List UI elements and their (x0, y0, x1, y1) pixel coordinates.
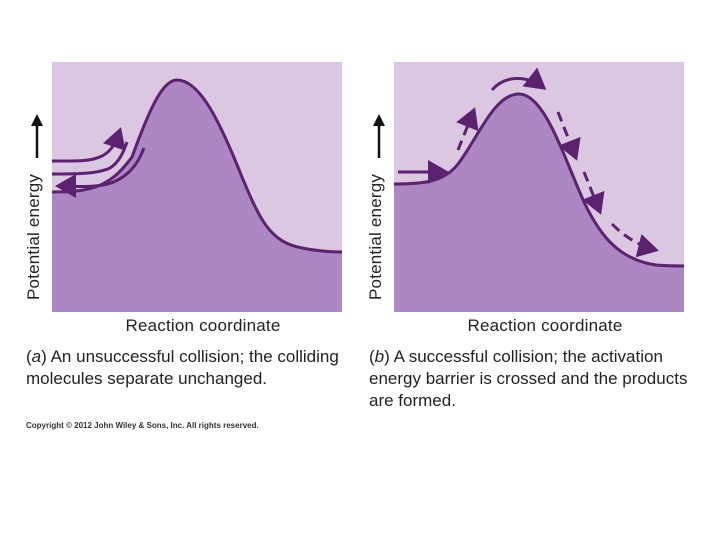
x-axis-label: Reaction coordinate (467, 316, 623, 335)
y-axis-up-arrow-icon (373, 114, 385, 158)
approach-arrow-up (52, 127, 126, 163)
caption-text: A successful collision; the activation e… (369, 347, 688, 410)
y-axis-label: Potential energy (366, 173, 385, 300)
middle-path-line (52, 141, 129, 176)
caption-unsuccessful: (a) An unsuccessful collision; the colli… (26, 347, 339, 388)
caption-successful: (b) A successful collision; the activati… (369, 347, 688, 410)
descent-arrow-lower (582, 171, 605, 215)
energy-diagram-successful (394, 62, 684, 312)
energy-diagram-unsuccessful (52, 62, 342, 312)
caption-text: An unsuccessful collision; the colliding… (26, 347, 339, 388)
over-barrier-arrow (490, 67, 547, 92)
descent-arrow (556, 111, 581, 161)
product-arrow (610, 222, 659, 258)
energy-curve (52, 78, 342, 254)
caption-letter: a (31, 347, 42, 366)
energy-area (394, 94, 684, 312)
y-axis-label: Potential energy (24, 173, 43, 300)
copyright-notice: Copyright © 2012 John Wiley & Sons, Inc.… (26, 421, 259, 430)
caption-letter: b (374, 347, 385, 366)
dashed-climb-arrow (456, 107, 479, 151)
energy-curve (394, 92, 684, 268)
y-axis-up-arrow-icon (31, 114, 43, 158)
energy-area (52, 80, 342, 312)
return-arrow-left (55, 147, 146, 199)
x-axis-label: Reaction coordinate (125, 316, 281, 335)
